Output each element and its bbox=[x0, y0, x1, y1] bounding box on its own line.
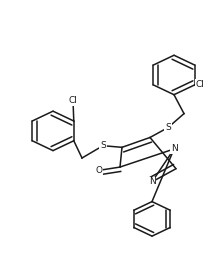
Polygon shape bbox=[120, 137, 176, 182]
Text: Cl: Cl bbox=[69, 96, 77, 105]
Text: S: S bbox=[100, 141, 106, 150]
Text: N: N bbox=[149, 177, 155, 186]
Polygon shape bbox=[134, 202, 170, 236]
Text: N: N bbox=[171, 144, 177, 153]
Text: O: O bbox=[95, 166, 103, 175]
Polygon shape bbox=[153, 55, 195, 95]
Polygon shape bbox=[32, 111, 74, 151]
Text: S: S bbox=[165, 123, 171, 132]
Text: Cl: Cl bbox=[196, 80, 204, 89]
